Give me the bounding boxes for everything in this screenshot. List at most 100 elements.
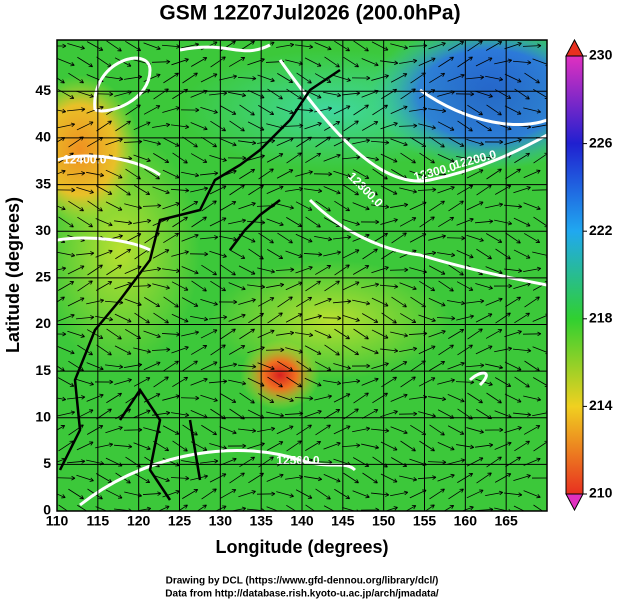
- streamline: [182, 136, 198, 148]
- streamline: [314, 42, 332, 51]
- streamline: [157, 505, 170, 511]
- streamline: [399, 475, 418, 482]
- streamline: [227, 155, 247, 161]
- streamline: [152, 249, 170, 259]
- streamline: [437, 121, 455, 131]
- streamline: [267, 249, 284, 260]
- streamline: [523, 202, 541, 211]
- x-tick-label: 135: [249, 513, 273, 529]
- streamline: [485, 297, 503, 306]
- y-axis-label: Latitude (degrees): [3, 197, 23, 353]
- streamline: [343, 184, 359, 196]
- streamline: [152, 283, 170, 290]
- streamline: [523, 425, 541, 435]
- streamline: [305, 440, 322, 451]
- streamline: [341, 443, 361, 448]
- streamline: [266, 218, 284, 227]
- streamline: [390, 331, 409, 338]
- streamline: [200, 73, 218, 83]
- streamline: [333, 363, 351, 370]
- streamline: [372, 392, 388, 404]
- streamline: [200, 235, 219, 240]
- streamline: [504, 204, 523, 209]
- streamline: [57, 296, 65, 303]
- streamline: [228, 218, 247, 225]
- streamline: [142, 491, 162, 496]
- streamline: [493, 283, 513, 289]
- x-tick-label: 155: [413, 513, 437, 529]
- streamline: [380, 348, 399, 353]
- streamline: [76, 186, 94, 194]
- streamline: [485, 363, 504, 370]
- streamline: [380, 284, 399, 289]
- streamline: [436, 316, 456, 321]
- streamline: [419, 440, 435, 452]
- streamline: [67, 459, 86, 464]
- streamline: [429, 488, 445, 500]
- streamline: [352, 202, 370, 211]
- streamline: [201, 200, 217, 212]
- streamline: [475, 90, 493, 98]
- streamline: [352, 169, 370, 179]
- streamline: [152, 410, 171, 416]
- streamline: [323, 250, 342, 257]
- streamline: [133, 442, 151, 451]
- streamline: [418, 411, 436, 418]
- streamline: [465, 363, 485, 368]
- streamline: [475, 283, 493, 290]
- streamline: [429, 360, 446, 371]
- streamline: [200, 106, 218, 114]
- streamline: [114, 220, 133, 226]
- streamline: [466, 299, 485, 304]
- y-tick-label: 40: [35, 129, 51, 145]
- streamline: [400, 440, 416, 452]
- streamline: [428, 265, 446, 275]
- streamline: [295, 265, 313, 274]
- streamline: [295, 233, 313, 243]
- streamline: [87, 200, 103, 212]
- streamline: [484, 139, 504, 145]
- streamline: [512, 60, 532, 65]
- streamline: [276, 330, 295, 336]
- streamline: [361, 282, 380, 289]
- streamline: [418, 345, 436, 355]
- colorbar-tick-label: 222: [589, 222, 613, 238]
- streamline: [143, 139, 162, 146]
- streamline: [182, 360, 198, 372]
- streamline: [151, 347, 171, 352]
- streamline: [399, 58, 418, 64]
- streamline: [372, 104, 388, 116]
- streamline: [485, 75, 504, 82]
- streamline: [76, 315, 95, 320]
- streamline: [76, 251, 95, 256]
- streamline: [334, 264, 350, 276]
- streamline: [143, 105, 161, 115]
- streamline: [153, 376, 169, 388]
- streamline: [276, 203, 294, 210]
- streamline: [494, 219, 513, 226]
- streamline: [398, 123, 418, 129]
- streamline: [247, 284, 266, 289]
- streamline: [181, 171, 200, 178]
- streamline: [201, 264, 217, 276]
- streamline: [228, 249, 246, 259]
- streamline: [361, 377, 379, 386]
- streamline: [96, 120, 112, 132]
- streamline: [485, 266, 503, 275]
- streamline: [315, 488, 331, 500]
- streamline: [57, 205, 66, 211]
- streamline: [513, 348, 532, 353]
- streamline: [372, 232, 388, 244]
- streamline: [390, 361, 408, 371]
- streamline: [57, 187, 76, 193]
- streamline: [513, 505, 529, 511]
- streamline: [351, 363, 371, 369]
- streamline: [417, 475, 437, 480]
- streamline: [132, 283, 152, 289]
- streamline: [342, 249, 360, 259]
- streamline: [305, 152, 322, 164]
- x-tick-label: 125: [168, 513, 192, 529]
- streamline: [133, 121, 151, 131]
- streamline: [95, 218, 113, 227]
